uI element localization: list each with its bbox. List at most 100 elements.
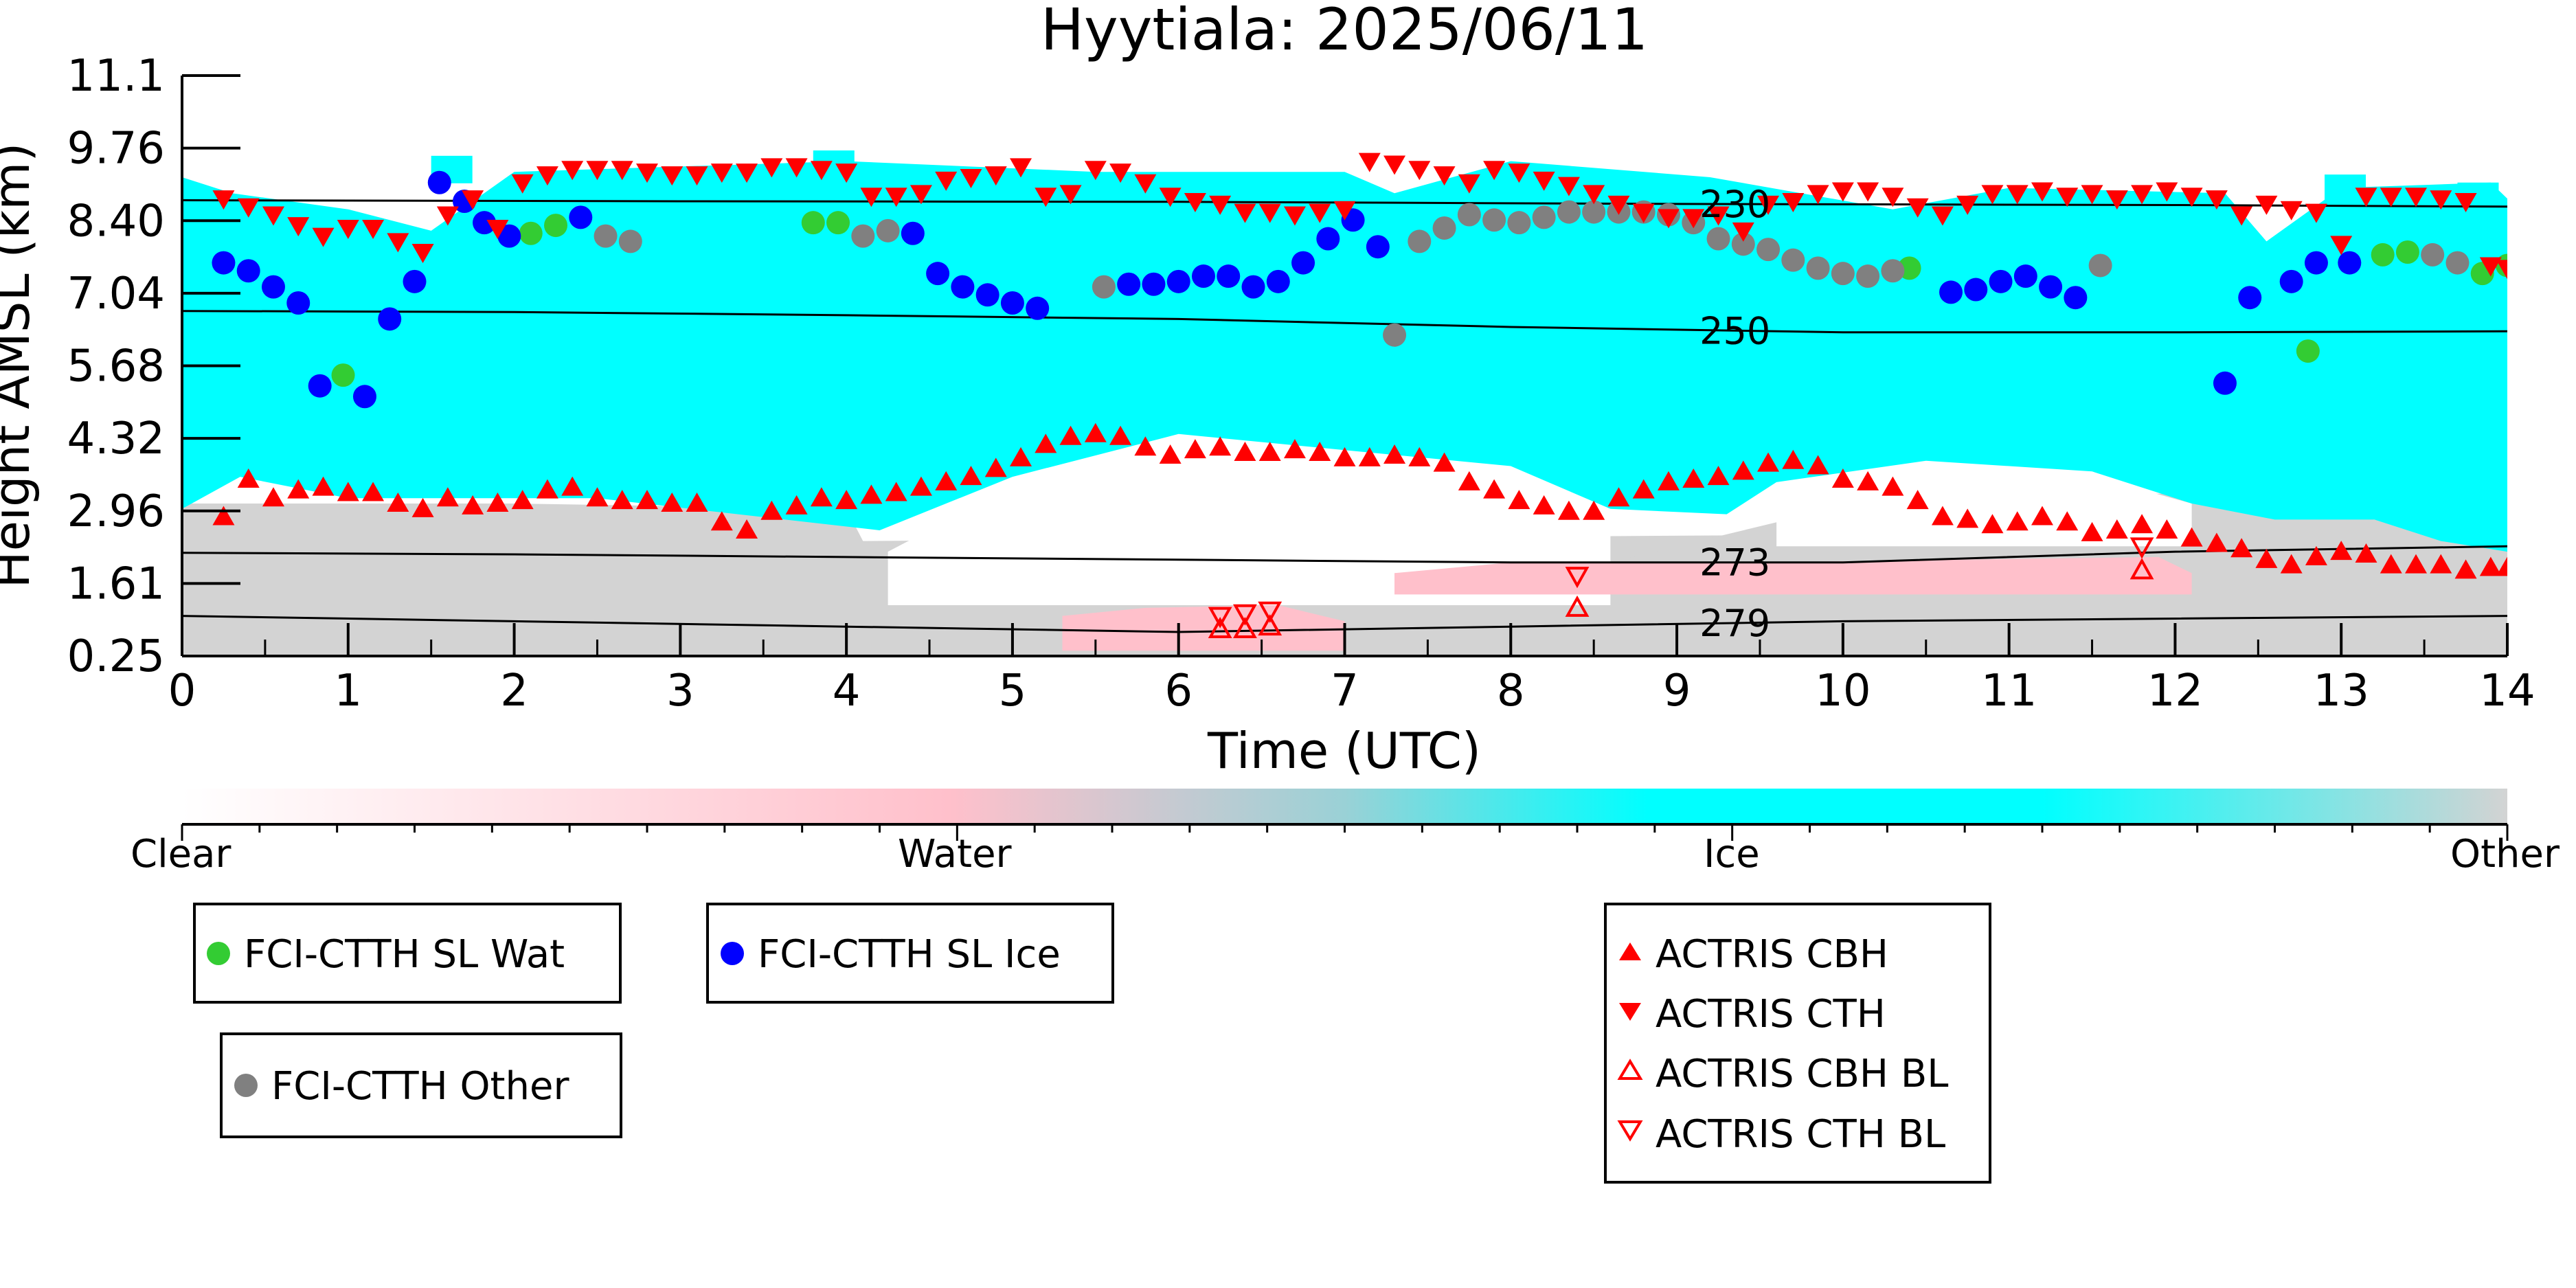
legend-marker-actris-cth	[1619, 1003, 1641, 1021]
marker-fci-ctth-other	[1781, 248, 1805, 272]
marker-fci-ctth-sl-ice	[2064, 286, 2088, 310]
y-tick-label: 2.96	[67, 486, 166, 537]
marker-actris-cth	[2330, 236, 2353, 256]
y-tick-label: 11.1	[67, 51, 166, 102]
marker-actris-cbh	[1035, 433, 1057, 453]
x-tick-label: 4	[833, 666, 861, 716]
marker-actris-cth	[436, 206, 459, 226]
marker-actris-cth	[561, 161, 584, 181]
marker-actris-cbh	[835, 490, 858, 510]
marker-actris-cth	[1583, 185, 1605, 205]
marker-actris-cbh	[1757, 452, 1780, 472]
y-tick-label: 8.40	[67, 196, 166, 247]
marker-actris-cbh	[1732, 460, 1754, 480]
x-axis-label: Time (UTC)	[1207, 722, 1481, 780]
marker-actris-cbh	[611, 490, 633, 510]
marker-actris-cth	[536, 166, 558, 186]
marker-fci-ctth-sl-ice	[2013, 264, 2037, 289]
marker-actris-cth	[237, 198, 260, 218]
isotherm-label-273: 273	[1699, 541, 1770, 585]
marker-actris-cth-bl	[2129, 537, 2154, 559]
marker-actris-cbh	[212, 506, 235, 526]
isotherm-line-230	[182, 199, 2507, 208]
marker-actris-cth	[1483, 161, 1506, 181]
marker-actris-cbh	[2330, 541, 2353, 561]
marker-actris-cth	[411, 244, 434, 264]
x-tick-label: 1	[334, 666, 362, 716]
marker-actris-cbh	[1433, 452, 1456, 472]
marker-actris-cbh	[586, 487, 609, 507]
marker-actris-cth	[1408, 161, 1431, 181]
marker-actris-cth	[935, 171, 958, 191]
plot-area	[182, 150, 2507, 656]
marker-fci-ctth-other	[1482, 208, 1506, 232]
marker-actris-cbh	[2355, 543, 2377, 563]
marker-actris-cbh-bl	[1208, 616, 1232, 639]
marker-actris-cbh	[785, 495, 808, 515]
marker-actris-cbh	[1657, 471, 1680, 490]
marker-actris-cbh	[1831, 468, 1854, 488]
marker-actris-cth	[785, 158, 808, 178]
marker-fci-ctth-sl-ice	[1000, 291, 1024, 315]
marker-fci-ctth-sl-wat	[801, 211, 825, 235]
legend-box-actris: ACTRIS CBH ACTRIS CTH ACTRIS CBH BL ACTR…	[1604, 903, 1991, 1184]
marker-actris-cbh	[885, 482, 907, 501]
marker-actris-cth	[1831, 182, 1854, 202]
marker-actris-cbh	[462, 495, 484, 515]
colorbar-label-water: Water	[898, 832, 1013, 877]
marker-actris-cbh	[909, 476, 932, 496]
isotherm-labels: 230 250 273 279	[1699, 183, 1770, 645]
marker-fci-ctth-other	[618, 229, 642, 253]
marker-fci-ctth-other	[2088, 253, 2112, 278]
marker-fci-ctth-sl-ice	[1266, 269, 1290, 293]
marker-actris-cbh	[2380, 554, 2402, 574]
marker-actris-cbh	[2056, 511, 2079, 531]
marker-fci-ctth-sl-ice	[2338, 251, 2362, 275]
marker-actris-cbh	[1458, 471, 1480, 490]
marker-actris-cbh	[1109, 425, 1132, 445]
marker-fci-ctth-other	[1582, 200, 1606, 224]
x-tick-label: 10	[1815, 666, 1871, 716]
marker-actris-cbh-bl	[1258, 614, 1283, 636]
marker-actris-cbh	[237, 468, 260, 488]
y-tick-label: 1.61	[67, 558, 166, 609]
marker-actris-cbh	[984, 457, 1007, 477]
isotherm-label-230: 230	[1699, 183, 1770, 226]
colorbar-label-other: Other	[2450, 832, 2560, 877]
x-tick-label: 0	[168, 666, 196, 716]
marker-actris-cth	[1956, 195, 1979, 215]
marker-actris-cbh	[1234, 442, 1256, 462]
marker-fci-ctth-other	[594, 224, 618, 248]
marker-actris-cbh	[411, 497, 434, 517]
marker-actris-cth	[2006, 185, 2029, 205]
marker-fci-ctth-other	[1532, 205, 1556, 229]
marker-actris-cbh	[1882, 476, 1904, 496]
marker-fci-ctth-other	[1731, 232, 1755, 256]
marker-actris-cbh	[1159, 444, 1182, 464]
marker-actris-cbh	[486, 493, 509, 512]
marker-actris-cth	[860, 188, 883, 207]
marker-actris-cbh	[2031, 506, 2053, 526]
marker-actris-cbh	[1084, 422, 1107, 442]
legend-label-fci-other: FCI-CTTH Other	[271, 1064, 569, 1109]
legend-label-fci-ice: FCI-CTTH SL Ice	[758, 932, 1061, 977]
marker-actris-cth	[387, 233, 409, 253]
marker-actris-cbh	[362, 482, 385, 501]
series-fci-ctth-sl-ice	[212, 170, 2362, 409]
marker-fci-ctth-other	[851, 224, 875, 248]
legend-label-actris-cbh: ACTRIS CBH	[1656, 932, 1888, 977]
cloud-region-water-2	[1394, 556, 2192, 595]
marker-actris-cbh	[2131, 514, 2154, 534]
marker-actris-cbh	[2255, 548, 2278, 568]
marker-fci-ctth-sl-wat	[2395, 240, 2419, 264]
marker-actris-cbh	[262, 487, 284, 507]
marker-actris-cbh	[1906, 490, 1929, 510]
marker-actris-cth	[835, 163, 858, 183]
colorbar: Clear Water Ice Other	[131, 789, 2560, 877]
marker-fci-ctth-sl-ice	[951, 275, 975, 299]
marker-actris-cbh	[2496, 556, 2507, 576]
marker-actris-cbh	[436, 487, 459, 507]
marker-actris-cbh	[2280, 554, 2303, 574]
marker-actris-cbh	[2430, 554, 2452, 574]
marker-actris-cth	[2496, 260, 2507, 280]
